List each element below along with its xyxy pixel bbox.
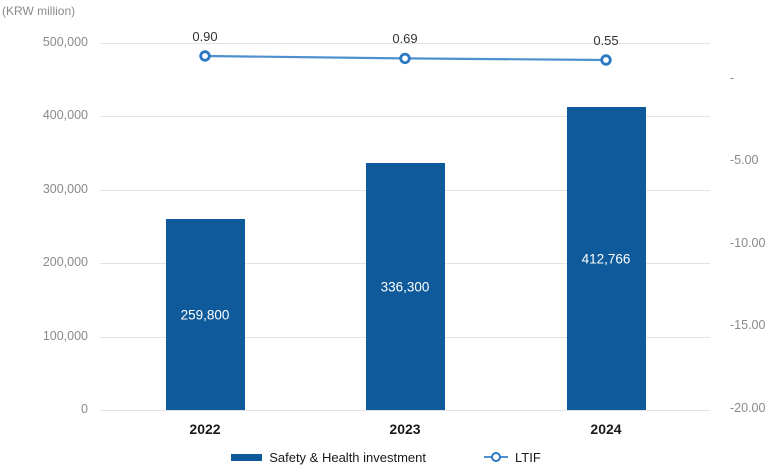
y-axis-tick-right: -5.00: [730, 153, 759, 168]
bar-series-swatch-icon: [231, 453, 263, 461]
ltif-value-label: 0.69: [392, 31, 418, 47]
bar-2023[interactable]: 336,300: [365, 163, 445, 410]
ltif-value-label: 0.90: [192, 29, 218, 44]
gridline: [100, 116, 710, 118]
legend-item-investment[interactable]: Safety & Health investment: [231, 450, 426, 465]
y-axis-tick-left: 500,000: [42, 35, 88, 49]
bar-value-label: 336,300: [380, 279, 430, 295]
y-axis-tick-right: -: [730, 71, 735, 85]
ltif-marker-2022[interactable]: [199, 50, 211, 62]
y-axis-tick-right: -15.00: [730, 318, 766, 333]
x-axis-label-2022: 2022: [189, 421, 221, 437]
legend-label-investment: Safety & Health investment: [269, 449, 427, 465]
gridline: [100, 410, 710, 411]
y-axis-tick-left: 300,000: [42, 181, 88, 196]
line-marker-icon: [491, 452, 502, 462]
ltif-marker-2023[interactable]: [399, 52, 411, 65]
bar-value-label: 259,800: [180, 307, 230, 323]
legend-label-ltif: LTIF: [515, 449, 541, 465]
ltif-value-label: 0.55: [593, 32, 619, 48]
y-axis-tick-left: 100,000: [42, 328, 88, 343]
left-axis-title: (KRW million): [2, 4, 76, 18]
bar-2022[interactable]: 259,800: [165, 219, 245, 410]
x-axis-label-2024: 2024: [590, 421, 622, 437]
y-axis-tick-right: -10.00: [730, 235, 766, 250]
bar-2024[interactable]: 412,766: [566, 107, 646, 410]
y-axis-tick-left: 200,000: [42, 255, 88, 270]
chart-legend: Safety & Health investment LTIF: [0, 447, 772, 467]
line-series-swatch-icon: [484, 452, 509, 462]
gridline: [100, 43, 710, 44]
x-axis-label-2023: 2023: [389, 421, 421, 437]
y-axis-tick-right: -20.00: [730, 400, 766, 415]
bar-value-label: 412,766: [581, 251, 631, 266]
y-axis-tick-left: 0: [81, 402, 88, 416]
ltif-marker-2024[interactable]: [600, 54, 612, 66]
y-axis-tick-left: 400,000: [42, 108, 88, 123]
legend-item-ltif[interactable]: LTIF: [484, 450, 541, 465]
